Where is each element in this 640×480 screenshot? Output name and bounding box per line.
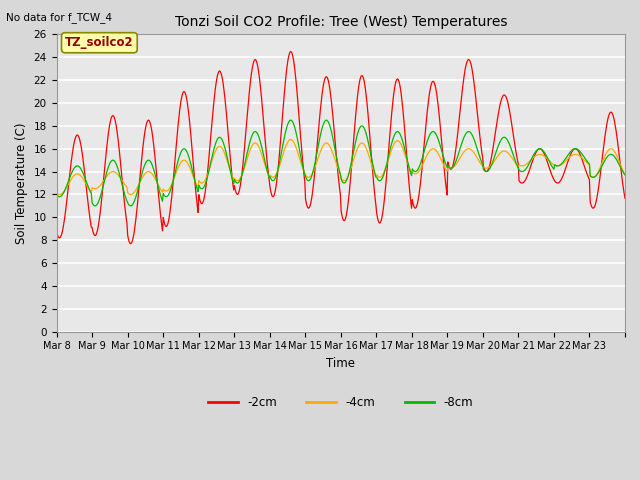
Title: Tonzi Soil CO2 Profile: Tree (West) Temperatures: Tonzi Soil CO2 Profile: Tree (West) Temp… [175,15,507,29]
-4cm [401,151,409,157]
Y-axis label: Soil Temperature (C): Soil Temperature (C) [15,122,28,244]
-2cm [621,195,629,201]
Line: -4cm: -4cm [56,140,625,194]
-4cm [621,171,629,177]
-4cm [433,148,440,154]
-8cm [401,147,409,153]
-8cm [621,172,629,178]
-8cm [52,192,60,198]
-8cm [253,130,260,135]
-8cm [433,133,440,139]
Text: No data for f_TCW_4: No data for f_TCW_4 [6,12,113,23]
-4cm [275,167,282,173]
-2cm [127,241,134,247]
-4cm [120,180,128,186]
-2cm [120,188,127,194]
-4cm [253,141,260,146]
-2cm [225,134,232,140]
Text: TZ_soilco2: TZ_soilco2 [65,36,134,49]
-2cm [253,59,260,65]
X-axis label: Time: Time [326,357,355,370]
Line: -2cm: -2cm [56,51,625,244]
-2cm [401,130,409,135]
-8cm [275,166,282,172]
-2cm [433,92,440,97]
-8cm [120,189,128,195]
-4cm [52,190,60,196]
-2cm [287,48,294,54]
Legend: -2cm, -4cm, -8cm: -2cm, -4cm, -8cm [204,391,478,414]
-8cm [92,203,99,209]
-8cm [225,160,232,166]
-8cm [287,117,294,123]
-4cm [225,162,232,168]
-2cm [275,166,282,171]
-4cm [56,192,63,197]
-2cm [52,228,60,234]
Line: -8cm: -8cm [56,120,625,206]
-4cm [287,137,294,143]
